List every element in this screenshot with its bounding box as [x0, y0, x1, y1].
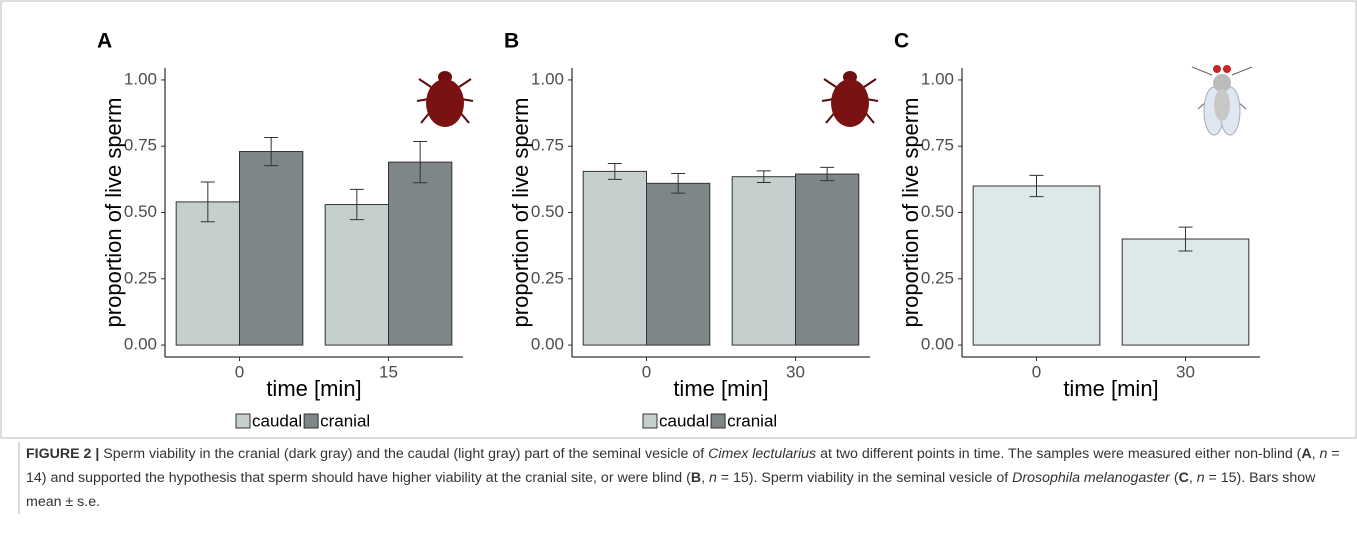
x-axis-title: time [min]: [1063, 376, 1158, 401]
caption-text: = 15). Sperm viability in the seminal ve…: [716, 470, 1013, 486]
caption-text: ,: [1188, 470, 1197, 486]
legend-label: caudal: [252, 411, 302, 430]
caption-text: n: [1319, 446, 1328, 462]
error-bar: [264, 136, 279, 167]
caption-text: (: [1169, 470, 1179, 486]
y-tick-label: 0.00: [921, 335, 954, 354]
bar: [324, 204, 389, 346]
error-bar: [1178, 226, 1193, 252]
y-axis-title: proportion of live sperm: [101, 98, 126, 328]
caption-text: B: [690, 470, 702, 486]
bar: [646, 182, 711, 346]
legend-label: caudal: [659, 411, 709, 430]
error-bar: [200, 181, 215, 223]
caption-text: = 15). Bars show mean ± s.e.: [26, 470, 1316, 510]
x-axis-title: time [min]: [266, 376, 361, 401]
x-axis-title: time [min]: [673, 376, 768, 401]
bar: [795, 173, 860, 346]
bar: [972, 185, 1101, 346]
error-bar: [820, 166, 835, 182]
x-tick-label: 30: [786, 362, 805, 381]
error-bar: [1029, 174, 1044, 198]
bedbug-icon: [416, 71, 474, 127]
y-axis-title: proportion of live sperm: [508, 98, 533, 328]
y-tick-label: 0.25: [921, 268, 954, 287]
x-tick-label: 0: [642, 362, 651, 381]
caption-text: C: [1178, 470, 1189, 486]
legend-swatch: [642, 413, 658, 429]
legend-swatch: [303, 413, 319, 429]
y-tick-label: 0.25: [124, 268, 157, 287]
y-tick-label: 0.50: [921, 202, 954, 221]
y-tick-label: 0.00: [531, 335, 564, 354]
caption-text: n: [708, 470, 717, 486]
fly-icon: [1191, 65, 1253, 136]
y-tick-label: 0.25: [531, 268, 564, 287]
caption-text: ,: [701, 470, 709, 486]
caption: FIGURE 2 | Sperm viability in the crania…: [18, 442, 1344, 514]
bar: [388, 161, 453, 346]
bar: [175, 201, 241, 346]
y-tick-label: 0.75: [921, 136, 954, 155]
error-bar: [349, 188, 364, 221]
error-bar: [756, 170, 771, 184]
y-tick-label: 1.00: [921, 69, 954, 88]
y-tick-label: 1.00: [124, 69, 157, 88]
caption-text: at two different points in time. The sam…: [816, 446, 1302, 462]
x-tick-label: 30: [1176, 362, 1195, 381]
y-tick-label: 0.75: [124, 136, 157, 155]
y-axis-title: proportion of live sperm: [898, 98, 923, 328]
figure: A 0.00 0.25 0.50 0.75 1.00 proportion of live …: [0, 0, 1357, 439]
caption-text: Sperm viability in the cranial (dark gra…: [99, 446, 709, 462]
panel-label: A: [97, 30, 112, 53]
legend-swatch: [235, 413, 251, 429]
x-tick-label: 0: [235, 362, 244, 381]
error-bar: [607, 162, 622, 180]
figure-frame: [0, 0, 1357, 439]
bar: [1121, 238, 1250, 346]
error-bar: [413, 140, 428, 184]
caption-text: Cimex lectularius: [708, 446, 817, 462]
caption-text: n: [1196, 470, 1205, 486]
y-tick-label: 0.75: [531, 136, 564, 155]
x-tick-label: 0: [1032, 362, 1041, 381]
caption-text: ,: [1311, 446, 1320, 462]
legend-swatch: [710, 413, 726, 429]
legend-label: cranial: [727, 411, 777, 430]
bar: [731, 176, 796, 346]
y-tick-label: 0.50: [531, 202, 564, 221]
y-tick-label: 1.00: [531, 69, 564, 88]
bedbug-icon: [821, 71, 879, 127]
y-tick-label: 0.50: [124, 202, 157, 221]
x-tick-label: 15: [379, 362, 398, 381]
panel-label: C: [894, 30, 909, 53]
bar: [582, 170, 647, 346]
caption-text: FIGURE 2 |: [26, 446, 100, 462]
y-tick-label: 0.00: [124, 335, 157, 354]
panel-label: B: [504, 30, 519, 53]
caption-text: Drosophila melanogaster: [1012, 470, 1170, 486]
caption-text: = 14) and supported the hypothesis that …: [26, 446, 1340, 486]
caption-text: A: [1301, 446, 1312, 462]
legend-label: cranial: [320, 411, 370, 430]
bar: [239, 151, 304, 346]
error-bar: [671, 173, 686, 194]
